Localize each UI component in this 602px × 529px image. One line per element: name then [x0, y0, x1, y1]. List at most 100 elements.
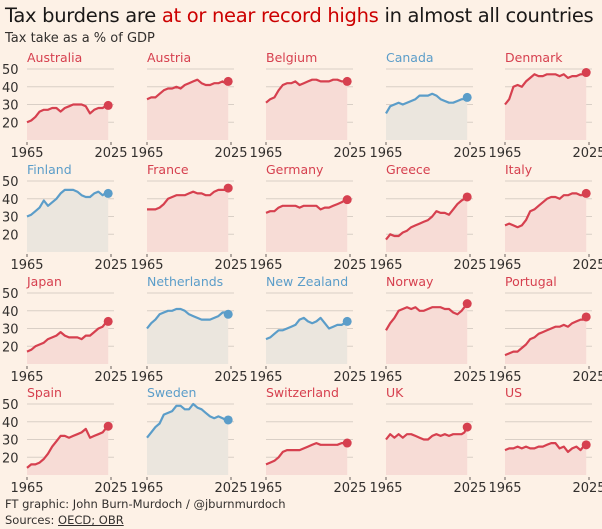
series-area	[147, 309, 229, 364]
y-tick-label: 20	[2, 451, 19, 466]
panel-denmark: Denmark 1965 2025	[488, 50, 602, 161]
panel-title: Sweden	[147, 385, 196, 400]
panel-title: US	[505, 385, 522, 400]
panel-france: France 1965 2025	[130, 162, 247, 273]
x-tick-label: 2025	[333, 481, 366, 496]
series-line	[385, 426, 469, 441]
title-text-end: in almost all countries	[378, 4, 594, 27]
panel-title: Finland	[27, 162, 72, 177]
panel-title: Spain	[27, 385, 62, 400]
x-tick-label: 2025	[94, 370, 127, 385]
latest-value-dot	[581, 68, 591, 78]
x-tick-label: 1965	[10, 146, 43, 161]
panel-title: Norway	[386, 274, 434, 289]
series-area	[147, 404, 229, 475]
panel-title: France	[147, 162, 189, 177]
latest-value-dot	[223, 415, 233, 425]
x-tick-label: 1965	[488, 146, 521, 161]
series-line	[26, 188, 109, 218]
credit-text: FT graphic: John Burn-Murdoch / @jburnmu…	[5, 497, 286, 511]
latest-value-dot	[462, 422, 472, 432]
latest-value-dot	[342, 316, 352, 326]
panel-title: Australia	[27, 50, 82, 65]
x-tick-label: 1965	[130, 481, 163, 496]
x-tick-label: 2025	[453, 481, 486, 496]
x-tick-label: 1965	[369, 481, 402, 496]
y-tick-label: 30	[2, 99, 19, 114]
x-tick-label: 2025	[333, 258, 366, 273]
series-area	[266, 199, 348, 252]
panel-title: Japan	[26, 274, 62, 289]
x-tick-label: 1965	[130, 146, 163, 161]
series-line	[265, 78, 348, 104]
x-tick-label: 2025	[572, 146, 602, 161]
x-tick-label: 2025	[94, 146, 127, 161]
panel-germany: Germany 1965 2025	[249, 162, 366, 273]
series-line	[146, 402, 229, 439]
latest-value-dot	[103, 316, 113, 326]
x-tick-label: 2025	[572, 258, 602, 273]
panel-title: Netherlands	[147, 274, 223, 289]
panel-title: Switzerland	[266, 385, 339, 400]
series-line	[146, 307, 229, 330]
series-line	[265, 198, 348, 214]
y-tick-label: 40	[2, 81, 19, 96]
panel-spain: Spain 20 30 40 50 1965 2025	[2, 385, 128, 496]
panel-new-zealand: New Zealand 1965 2025	[249, 274, 366, 385]
y-tick-label: 20	[2, 228, 19, 243]
x-tick-label: 2025	[453, 146, 486, 161]
x-tick-label: 2025	[453, 258, 486, 273]
series-line	[147, 187, 229, 211]
x-tick-label: 2025	[572, 370, 602, 385]
y-tick-label: 30	[2, 323, 19, 338]
latest-value-dot	[342, 76, 352, 86]
sources-link[interactable]: OECD; OBR	[58, 513, 124, 527]
series-line	[504, 316, 587, 357]
x-tick-label: 1965	[10, 258, 43, 273]
x-tick-label: 2025	[214, 481, 247, 496]
x-tick-label: 1965	[130, 258, 163, 273]
y-tick-label: 40	[2, 305, 19, 320]
series-line	[504, 442, 587, 453]
series-line	[385, 196, 468, 241]
panel-australia: Australia 20 30 40 50 1965 2025	[2, 50, 128, 161]
title-text: Tax burdens are	[5, 4, 162, 27]
latest-value-dot	[103, 100, 113, 110]
y-tick-label: 30	[2, 434, 19, 449]
sources-label: Sources:	[5, 513, 59, 527]
panel-italy: Italy 1965 2025	[488, 162, 602, 273]
series-area	[505, 317, 587, 364]
panel-title: Canada	[386, 50, 434, 65]
latest-value-dot	[581, 440, 591, 450]
series-line	[504, 71, 587, 106]
series-area	[27, 104, 109, 140]
series-area	[386, 93, 468, 140]
y-tick-label: 40	[2, 193, 19, 208]
latest-value-dot	[223, 76, 233, 86]
latest-value-dot	[342, 195, 352, 205]
y-tick-label: 40	[2, 416, 19, 431]
panel-norway: Norway 1965 2025	[369, 274, 486, 385]
x-tick-label: 1965	[369, 370, 402, 385]
panel-title: Austria	[147, 50, 191, 65]
panel-netherlands: Netherlands 1965 2025	[130, 274, 247, 385]
panel-sweden: Sweden 1965 2025	[130, 385, 247, 496]
panel-portugal: Portugal 1965 2025	[488, 274, 602, 385]
panel-title: Italy	[505, 162, 533, 177]
panel-title: Germany	[266, 162, 324, 177]
x-tick-label: 2025	[333, 146, 366, 161]
panel-title: Portugal	[505, 274, 557, 289]
latest-value-dot	[223, 309, 233, 319]
x-tick-label: 2025	[572, 481, 602, 496]
panel-belgium: Belgium 1965 2025	[249, 50, 366, 161]
x-tick-label: 2025	[214, 258, 247, 273]
x-tick-label: 2025	[214, 146, 247, 161]
series-line	[265, 316, 348, 341]
series-area	[27, 426, 109, 475]
latest-value-dot	[581, 188, 591, 198]
y-tick-label: 20	[2, 116, 19, 131]
panel-greece: Greece 1965 2025	[369, 162, 486, 273]
panel-uk: UK 1965 2025	[369, 385, 486, 496]
x-tick-label: 1965	[10, 481, 43, 496]
